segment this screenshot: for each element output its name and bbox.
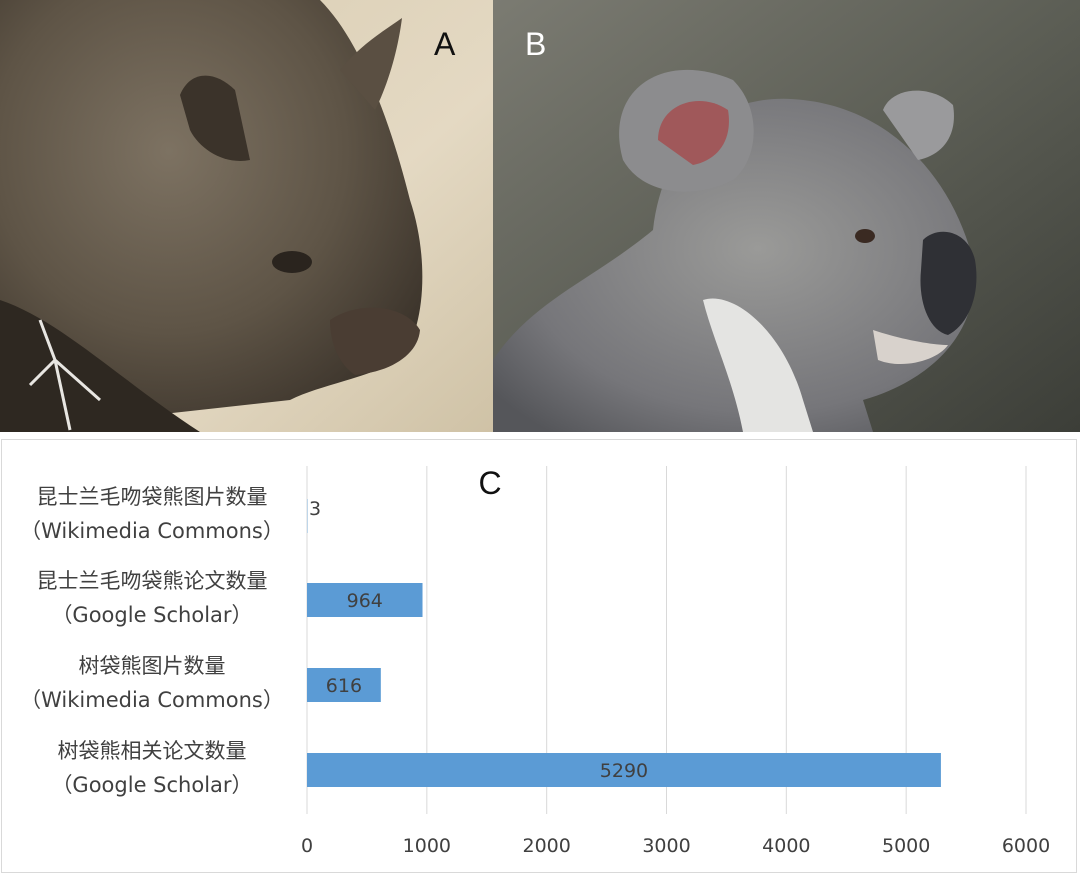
- panel-label-b: B: [525, 26, 547, 62]
- data-label: 5290: [600, 760, 648, 782]
- x-tick-label: 0: [301, 835, 313, 857]
- category-label: 树袋熊相关论文数量: [58, 739, 247, 763]
- panel-label-a: A: [434, 26, 456, 62]
- bar: [307, 583, 423, 617]
- x-tick-label: 2000: [522, 835, 570, 857]
- x-tick-label: 1000: [403, 835, 451, 857]
- category-label: 树袋熊图片数量: [79, 654, 226, 678]
- wombat-photo: [0, 0, 493, 432]
- x-tick-label: 5000: [882, 835, 930, 857]
- koala-photo: [493, 0, 1080, 432]
- x-tick-labels: 0 1000 2000 3000 4000 5000 6000: [301, 835, 1050, 857]
- bars: [307, 499, 941, 787]
- x-tick-label: 3000: [642, 835, 690, 857]
- chart-panel: 昆士兰毛吻袋熊图片数量 （Wikimedia Commons） 昆士兰毛吻袋熊论文数…: [1, 439, 1077, 873]
- x-tick-label: 6000: [1002, 835, 1050, 857]
- x-tick-label: 4000: [762, 835, 810, 857]
- category-label: （Wikimedia Commons）: [20, 688, 284, 712]
- bar: [307, 753, 941, 787]
- data-labels: 3 964 616 5290: [309, 498, 648, 782]
- category-label: （Google Scholar）: [51, 773, 252, 797]
- category-label: （Google Scholar）: [51, 603, 252, 627]
- bar: [307, 668, 381, 702]
- data-label: 964: [347, 590, 383, 612]
- chart-title: C: [478, 465, 501, 501]
- category-label: 昆士兰毛吻袋熊论文数量: [37, 569, 268, 593]
- category-label: 昆士兰毛吻袋熊图片数量: [37, 485, 268, 509]
- data-label: 3: [309, 498, 321, 520]
- category-labels: 昆士兰毛吻袋熊图片数量 （Wikimedia Commons） 昆士兰毛吻袋熊论文数…: [20, 485, 284, 797]
- category-label: （Wikimedia Commons）: [20, 519, 284, 543]
- bar-chart: 昆士兰毛吻袋熊图片数量 （Wikimedia Commons） 昆士兰毛吻袋熊论文数…: [20, 465, 1050, 857]
- data-label: 616: [326, 675, 362, 697]
